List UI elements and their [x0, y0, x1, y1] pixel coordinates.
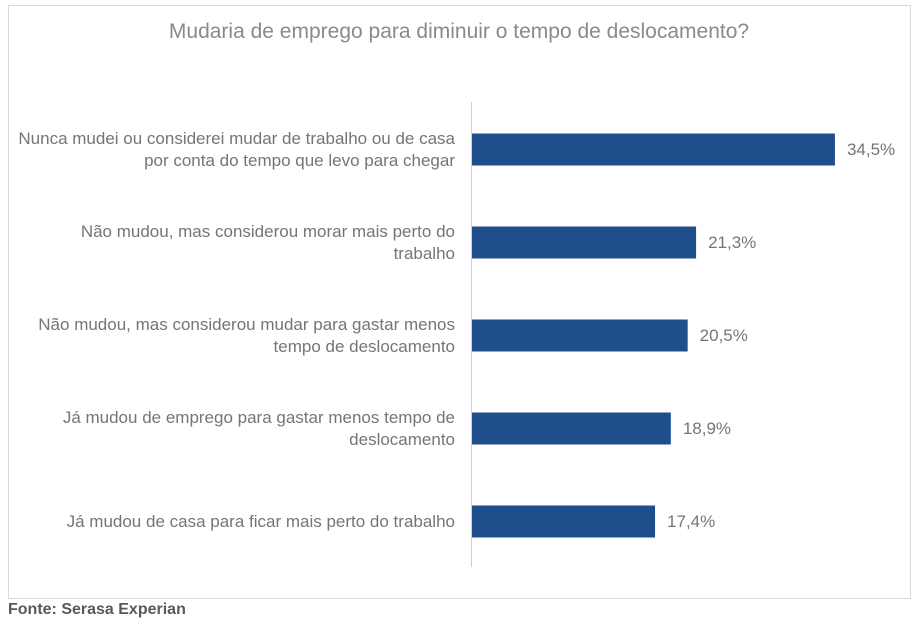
chart-title: Mudaria de emprego para diminuir o tempo…: [168, 20, 750, 43]
bar: [472, 133, 835, 166]
category-label: Já mudou de casa para ficar mais perto d…: [66, 511, 455, 531]
value-label: 34,5%: [847, 140, 895, 159]
value-label: 17,4%: [667, 512, 715, 531]
chart-frame: [8, 5, 911, 599]
category-label: Não mudou, mas considerou morar mais per…: [80, 221, 455, 263]
source-note: Fonte: Serasa Experian: [8, 601, 186, 618]
bar: [472, 226, 697, 259]
category-label: Não mudou, mas considerou mudar para gas…: [38, 314, 455, 356]
category-label: Nunca mudei ou considerei mudar de traba…: [18, 128, 455, 170]
bar: [472, 319, 688, 352]
value-label: 21,3%: [708, 233, 756, 252]
category-label: Já mudou de emprego para gastar menos te…: [62, 407, 455, 449]
value-label: 20,5%: [700, 326, 748, 345]
value-label: 18,9%: [683, 419, 731, 438]
bar: [472, 505, 656, 538]
bar: [472, 412, 671, 445]
